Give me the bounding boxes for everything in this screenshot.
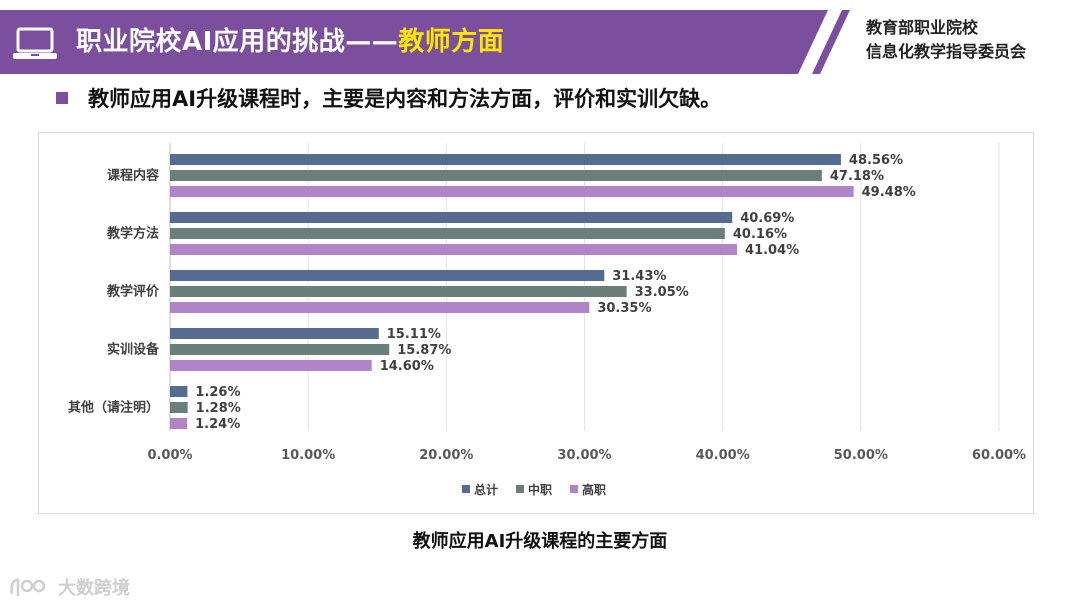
laptop-icon (13, 27, 57, 59)
category-label: 其他（请注明） (68, 400, 159, 416)
legend-label: 中职 (528, 482, 552, 497)
header-bar-stripe (798, 10, 842, 74)
data-label: 40.16% (733, 227, 787, 242)
bar (170, 286, 627, 297)
data-label: 33.05% (635, 285, 689, 300)
data-label: 1.24% (195, 417, 240, 432)
data-label: 47.18% (830, 169, 884, 184)
bar (170, 386, 188, 397)
data-label: 41.04% (745, 243, 799, 258)
x-tick-label: 30.00% (557, 448, 611, 463)
category-label: 教学方法 (106, 226, 159, 242)
x-tick-label: 10.00% (281, 448, 335, 463)
x-tick-label: 50.00% (834, 448, 888, 463)
subtitle: 教师应用AI升级课程时，主要是内容和方法方面，评价和实训欠缺。 (88, 87, 722, 111)
data-label: 49.48% (862, 185, 916, 200)
header-bar (0, 10, 850, 74)
chart-caption: 教师应用AI升级课程的主要方面 (412, 531, 668, 552)
bar (170, 212, 733, 223)
data-label: 30.35% (597, 301, 651, 316)
x-tick-label: 40.00% (696, 448, 750, 463)
bar-chart: 0.00% 10.00% 20.00% 30.00% 40.00% 50.00% 60.00… (68, 143, 1026, 497)
bar (170, 170, 822, 181)
watermark-text: 大数跨境 (58, 578, 130, 599)
bar (170, 418, 188, 429)
header: 职业院校AI应用的挑战——教师方面 教育部职业院校 信息化教学指导委员会 (0, 10, 1080, 74)
bar (170, 154, 841, 165)
legend-label: 高职 (582, 482, 606, 497)
legend-label: 总计 (474, 482, 498, 497)
bar (170, 228, 725, 239)
data-label: 15.11% (387, 327, 441, 342)
org-name: 教育部职业院校 信息化教学指导委员会 (866, 16, 1076, 64)
bar (170, 270, 605, 281)
data-label: 14.60% (380, 359, 434, 374)
bar (170, 328, 379, 339)
data-label: 48.56% (849, 153, 903, 168)
x-tick-label: 20.00% (419, 448, 473, 463)
header-bar-bg (0, 10, 850, 74)
page-title-highlight: 教师方面 (398, 27, 505, 57)
org-line-1: 教育部职业院校 (866, 18, 979, 37)
page-title-main: 职业院校AI应用的挑战—— (76, 27, 399, 57)
legend-swatch (462, 485, 470, 493)
bar (170, 244, 738, 255)
bar (170, 344, 390, 355)
data-label: 31.43% (612, 269, 666, 284)
x-tick-label: 0.00% (147, 448, 192, 463)
data-label: 40.69% (740, 211, 794, 226)
data-label: 15.87% (397, 343, 451, 358)
category-label: 实训设备 (107, 342, 160, 358)
category-label: 教学评价 (106, 284, 160, 300)
data-label: 1.28% (196, 401, 241, 416)
bar (170, 360, 372, 371)
bar (170, 186, 854, 197)
legend-swatch (570, 485, 578, 493)
chart-container: 0.00% 10.00% 20.00% 30.00% 40.00% 50.00% 60.00… (38, 132, 1034, 514)
x-tick-label: 60.00% (972, 448, 1026, 463)
org-line-2: 信息化教学指导委员会 (866, 42, 1027, 61)
bullet-square-icon (56, 92, 68, 104)
watermark: 大数跨境 (8, 572, 130, 602)
legend-swatch (516, 485, 524, 493)
watermark-logo-icon (10, 578, 46, 596)
page-title: 职业院校AI应用的挑战——教师方面 (76, 22, 504, 62)
category-label: 课程内容 (107, 168, 159, 184)
bar (170, 402, 188, 413)
data-label: 1.26% (195, 385, 240, 400)
bar (170, 302, 590, 313)
